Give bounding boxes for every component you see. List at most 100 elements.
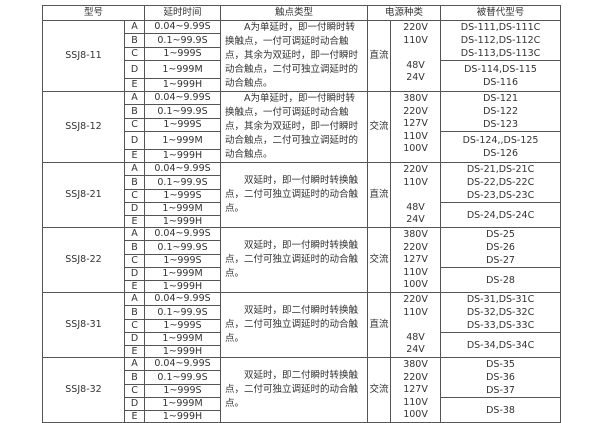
- contact-type: 双延时，即二付瞬时转换触点，二付可独立调延时的动合触点。: [220, 292, 369, 358]
- contact-type: 双延时，即二付瞬时转换触点，二付可独立调延时的动合触点。: [220, 357, 369, 423]
- table-row: E 1~999H: [43, 148, 561, 163]
- table-row: D 1~999M DS-124,,DS-125 DS-126: [43, 131, 562, 163]
- variant-code: D: [123, 202, 146, 216]
- replaced-models-top: DS-21,DS-21C DS-22,DS-22C DS-23,DS-23C: [440, 162, 562, 203]
- variant-code: C: [123, 117, 146, 133]
- contact-type: A为单延时，即一付瞬时转换触点，一付可调延时动合触点，其余为双延时，即一付瞬时动…: [220, 20, 369, 92]
- variant-code: D: [123, 332, 146, 346]
- voltage: 110V: [403, 130, 428, 142]
- variant-code: B: [123, 175, 146, 190]
- power-type: 直流: [367, 20, 392, 92]
- power-type: 直流: [367, 162, 392, 228]
- table-row: C 1~999S: [43, 253, 561, 269]
- model-cell: SSJ8-31: [42, 292, 125, 358]
- replaced-models-bottom: DS-28: [440, 267, 562, 293]
- table-row: C 1~999S: [43, 318, 561, 334]
- header-row: 型号 延时时间 触点类型 电源种类 被替代型号: [41, 5, 562, 21]
- voltage: 127V: [403, 254, 428, 265]
- delay-range: 0.1~99.9S: [144, 305, 222, 320]
- variant-code: B: [123, 305, 146, 320]
- replaced-model: DS-21,DS-21C: [466, 164, 535, 175]
- variant-code: E: [123, 279, 146, 293]
- voltage: [392, 46, 440, 59]
- power-type: 交流: [367, 357, 392, 423]
- variant-code: D: [123, 60, 146, 79]
- variant-code: E: [123, 409, 146, 423]
- table-row: C 1~999S: [43, 383, 561, 399]
- voltage: 127V: [403, 118, 428, 129]
- contact-type: A为单延时，即一付瞬时转换触点，一付可调延时动合触点，其余为双延时，即一付瞬时动…: [220, 91, 369, 163]
- table-row: SSJ8-32 A 0.04~9.99S 双延时，即二付瞬时转换触点，二付可独立调延时…: [42, 356, 562, 423]
- voltage: 100V: [403, 409, 428, 420]
- voltage: 127V: [403, 384, 428, 395]
- replaced-models-bottom: DS-114,DS-115 DS-116: [440, 60, 562, 92]
- delay-range: 0.04~9.99S: [144, 291, 222, 307]
- voltage-list: 380V 220V 127V 110V 100V: [390, 91, 442, 163]
- variant-code: C: [123, 318, 146, 334]
- delay-range: 0.04~9.99S: [144, 356, 222, 372]
- delay-range: 1~999H: [144, 148, 222, 163]
- table-row: C 1~999S: [43, 117, 561, 133]
- replaced-model: DS-28: [486, 274, 515, 286]
- table-row: SSJ8-31 A 0.04~9.99S 双延时，即二付瞬时转换触点，二付可独立调延时…: [42, 291, 562, 358]
- table-row: E 1~999H: [43, 344, 561, 358]
- voltage: [392, 318, 440, 331]
- header-power: 电源种类: [367, 5, 442, 21]
- voltage-list: 220V 110V 48V 24V: [390, 162, 442, 228]
- contact-text: 双延时，即二付瞬时转换触点，二付可独立调延时的动合触点。: [225, 370, 359, 409]
- replaced-model: DS-38: [486, 404, 515, 416]
- variant-code: C: [123, 253, 146, 269]
- delay-range: 1~999H: [144, 409, 222, 423]
- delay-range: 1~999M: [144, 131, 222, 150]
- delay-range: 1~999S: [144, 383, 222, 399]
- replaced-model: DS-124,,DS-125: [462, 135, 539, 146]
- table-row: SSJ8-12 A 0.04~9.99S A为单延时，即一付瞬时转换触点，一付可调延时…: [42, 90, 562, 163]
- header-model: 型号: [41, 5, 146, 21]
- replaced-models-bottom: DS-24,DS-24C: [440, 202, 562, 228]
- delay-range: 1~999S: [144, 117, 222, 133]
- header-contact: 触点类型: [220, 5, 369, 21]
- replaced-models-bottom: DS-38: [440, 397, 562, 423]
- variant-code: C: [123, 188, 146, 204]
- voltage: 48V: [406, 331, 425, 343]
- voltage: 110V: [403, 266, 428, 278]
- variant-code: A: [123, 161, 146, 177]
- replaced-models-top: DS-111,DS-111C DS-112,DS-112C DS-113,DS-11…: [440, 20, 562, 61]
- spec-table: 型号 延时时间 触点类型 电源种类 被替代型号 SSJ8-11 A 0.04~9.9…: [41, 5, 562, 423]
- replaced-models-top: DS-35 DS-36 DS-37: [440, 357, 562, 398]
- contact-text: 双延时，即一付瞬时转换触点，二付可独立调延时的动合触点。: [225, 175, 359, 214]
- replaced-model: DS-113,DS-113C: [460, 48, 541, 59]
- delay-range: 1~999S: [144, 188, 222, 204]
- delay-range: 0.04~9.99S: [144, 19, 222, 35]
- voltage-list: 220V 110V 48V 24V: [390, 20, 442, 92]
- contact-text: A为单延时，即一付瞬时转换触点，一付可调延时动合触点，其余为双延时，即一付瞬时动…: [225, 22, 359, 89]
- voltage: 220V: [403, 105, 428, 117]
- voltage: 24V: [406, 214, 425, 225]
- variant-code: C: [123, 46, 146, 62]
- replaced-model: DS-25: [486, 229, 515, 240]
- variant-code: D: [123, 267, 146, 281]
- variant-code: E: [123, 344, 146, 358]
- replaced-models-top: DS-31,DS-31C DS-32,DS-32C DS-33,DS-33C: [440, 292, 562, 333]
- variant-code: C: [123, 383, 146, 399]
- contact-type: 双延时，即一付瞬时转换触点，二付可独立调延时的动合触点。: [220, 227, 369, 293]
- delay-range: 1~999S: [144, 253, 222, 269]
- voltage: 220V: [403, 241, 428, 253]
- replaced-model: DS-22,DS-22C: [466, 177, 535, 188]
- variant-code: E: [123, 214, 146, 228]
- variant-code: A: [123, 291, 146, 307]
- variant-code: E: [123, 77, 146, 92]
- voltage: 48V: [406, 201, 425, 213]
- variant-code: D: [123, 131, 146, 150]
- replaced-models-top: DS-121 DS-122 DS-123: [440, 91, 562, 132]
- replaced-model: DS-32,DS-32C: [466, 307, 535, 318]
- replaced-model: DS-34,DS-34C: [466, 339, 535, 351]
- model-cell: SSJ8-22: [42, 227, 125, 293]
- replaced-model: DS-121: [483, 93, 518, 104]
- power-type: 交流: [367, 227, 392, 293]
- replaced-model: DS-33,DS-33C: [466, 320, 535, 331]
- replaced-model: DS-123: [483, 119, 518, 130]
- contact-type: 双延时，即一付瞬时转换触点，二付可独立调延时的动合触点。: [220, 162, 369, 228]
- replaced-model: DS-111,DS-111C: [460, 22, 541, 33]
- voltage: [392, 188, 440, 201]
